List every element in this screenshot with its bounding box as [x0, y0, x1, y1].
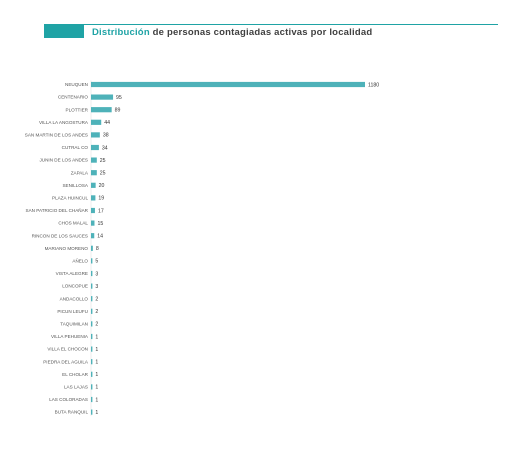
- bar-mariano-moreno: [91, 245, 93, 251]
- bar-centenario: [91, 94, 114, 100]
- value-label-mariano-moreno: 8: [96, 246, 99, 252]
- bar-plaza-huincul: [91, 195, 96, 201]
- value-label-andacollo: 2: [95, 297, 98, 303]
- value-label-loncopue: 3: [95, 284, 98, 290]
- bar-el-cholar: [91, 371, 93, 377]
- value-label-cutral-co: 34: [102, 145, 108, 151]
- value-label-buta-ranquil: 1: [95, 410, 98, 416]
- value-label-junin-de-los-andes: 25: [100, 158, 106, 164]
- category-label-villa-la-angostura: VILLA LA ANGOSTURA: [39, 120, 89, 125]
- header-rule: [84, 24, 498, 25]
- category-label-las-coloradas: LAS COLORADAS: [49, 397, 88, 402]
- value-label-centenario: 95: [116, 95, 122, 101]
- category-label-picun-leufu: PICUN LEUFU: [57, 309, 88, 314]
- value-label-chos-malal: 15: [97, 221, 103, 227]
- value-label-anelo: 5: [95, 259, 98, 265]
- bar-las-coloradas: [91, 396, 93, 403]
- bar-zapala: [91, 170, 97, 176]
- bar-rincon-de-los-sauces: [91, 233, 95, 239]
- value-label-zapala: 25: [100, 171, 106, 177]
- category-label-rincon-de-los-sauces: RINCON DE LOS SAUCES: [32, 233, 88, 238]
- category-label-chos-malal: CHOS MALAL: [58, 221, 88, 226]
- category-label-loncopue: LONCOPUE: [62, 284, 88, 289]
- category-label-villa-el-chocon: VILLA EL CHOCON: [47, 347, 88, 352]
- value-label-rincon-de-los-sauces: 14: [97, 234, 103, 240]
- category-label-buta-ranquil: BUTA RANQUIL: [55, 410, 89, 415]
- bar-junin-de-los-andes: [91, 157, 97, 163]
- value-label-villa-la-angostura: 44: [104, 120, 110, 126]
- value-label-villa-el-chocon: 1: [95, 347, 98, 353]
- value-label-las-coloradas: 1: [95, 397, 98, 403]
- category-label-las-lajas: LAS LAJAS: [64, 385, 88, 390]
- value-label-plaza-huincul: 19: [98, 196, 104, 202]
- bar-piedra-del-aguila: [91, 359, 93, 365]
- bar-villa-pehuenia: [91, 333, 93, 340]
- bar-neuquen: [91, 81, 365, 88]
- bar-san-patricio-del-chanar: [91, 207, 95, 214]
- value-label-las-lajas: 1: [95, 385, 98, 391]
- category-label-junin-de-los-andes: JUNIN DE LOS ANDES: [39, 158, 88, 163]
- bar-buta-ranquil: [91, 409, 93, 415]
- value-label-plottier: 89: [115, 108, 121, 114]
- value-label-neuquen: 1180: [368, 82, 379, 88]
- value-label-el-cholar: 1: [95, 372, 98, 378]
- category-label-centenario: CENTENARIO: [58, 95, 89, 100]
- bar-villa-la-angostura: [91, 119, 102, 125]
- value-label-taquimilan: 2: [95, 322, 98, 328]
- bar-taquimilan: [91, 321, 93, 327]
- chart-title-highlight: Distribución: [92, 27, 150, 38]
- bar-vista-alegre: [91, 270, 93, 277]
- category-label-taquimilan: TAQUIMILAN: [60, 322, 88, 327]
- category-label-plaza-huincul: PLAZA HUINCUL: [52, 196, 88, 201]
- category-label-neuquen: NEUQUEN: [65, 82, 88, 87]
- category-label-vista-alegre: VISTA ALEGRE: [56, 271, 88, 276]
- bar-picun-leufu: [91, 308, 93, 314]
- chart-title: Distribución de personas contagiadas act…: [92, 27, 372, 38]
- value-label-san-patricio-del-chanar: 17: [98, 208, 104, 214]
- category-label-piedra-del-aguila: PIEDRA DEL AGUILA: [43, 359, 89, 364]
- chart-title-rest: de personas contagiadas activas por loca…: [149, 27, 373, 38]
- category-label-anelo: AÑELO: [72, 258, 88, 264]
- bar-las-lajas: [91, 384, 93, 390]
- category-label-senillosa: SENILLOSA: [62, 183, 88, 188]
- bar-chos-malal: [91, 220, 95, 226]
- category-label-san-patricio-del-chanar: SAN PATRICIO DEL CHAÑAR: [26, 207, 89, 213]
- bar-loncopue: [91, 283, 93, 289]
- bar-san-martin-de-los-andes: [91, 132, 100, 138]
- category-label-mariano-moreno: MARIANO MORENO: [45, 246, 89, 251]
- bar-villa-el-chocon: [91, 346, 93, 352]
- value-label-piedra-del-aguila: 1: [95, 360, 98, 366]
- value-label-villa-pehuenia: 1: [95, 334, 98, 340]
- bar-andacollo: [91, 296, 93, 302]
- category-label-plottier: PLOTTIER: [66, 107, 89, 112]
- category-label-zapala: ZAPALA: [71, 170, 89, 175]
- bar-anelo: [91, 258, 93, 264]
- category-label-el-cholar: EL CHOLAR: [62, 372, 89, 377]
- category-label-san-martin-de-los-andes: SAN MARTIN DE LOS ANDES: [25, 133, 88, 138]
- bar-plottier: [91, 107, 112, 113]
- category-label-cutral-co: CUTRAL CO: [62, 145, 89, 150]
- value-label-vista-alegre: 3: [95, 271, 98, 277]
- bar-senillosa: [91, 182, 96, 188]
- category-label-andacollo: ANDACOLLO: [60, 296, 89, 301]
- header-accent-block: [44, 24, 84, 38]
- value-label-picun-leufu: 2: [95, 309, 98, 315]
- value-label-san-martin-de-los-andes: 38: [103, 133, 109, 139]
- category-label-villa-pehuenia: VILLA PEHUENIA: [51, 334, 89, 339]
- bar-cutral-co: [91, 144, 99, 151]
- value-label-senillosa: 20: [99, 183, 105, 189]
